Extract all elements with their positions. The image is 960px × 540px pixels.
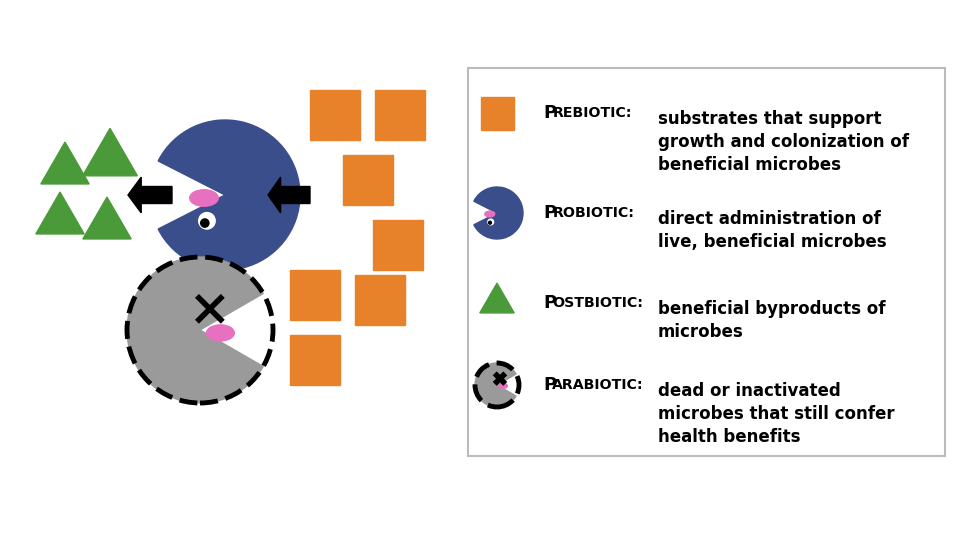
Bar <box>290 270 340 320</box>
Ellipse shape <box>499 383 507 388</box>
Circle shape <box>488 219 493 225</box>
Bar <box>373 220 423 270</box>
Text: direct administration of
live, beneficial microbes: direct administration of live, beneficia… <box>658 210 887 251</box>
Text: P: P <box>543 294 556 312</box>
Bar <box>310 90 360 140</box>
FancyBboxPatch shape <box>468 68 945 456</box>
Text: P: P <box>543 376 556 394</box>
FancyArrow shape <box>268 177 310 213</box>
Ellipse shape <box>190 190 218 206</box>
Wedge shape <box>474 187 523 239</box>
Wedge shape <box>475 363 516 407</box>
Bar <box>355 275 405 325</box>
Text: OSTBIOTIC:: OSTBIOTIC: <box>552 296 643 310</box>
Text: ROBIOTIC:: ROBIOTIC: <box>552 206 635 220</box>
Text: REBIOTIC:: REBIOTIC: <box>552 106 632 120</box>
Bar <box>290 335 340 385</box>
Text: P: P <box>543 204 556 222</box>
Bar <box>481 97 514 130</box>
Text: beneficial byproducts of
microbes: beneficial byproducts of microbes <box>658 300 885 341</box>
Wedge shape <box>127 257 263 403</box>
Text: substrates that support
growth and colonization of
beneficial microbes: substrates that support growth and colon… <box>658 110 909 174</box>
Bar <box>343 155 393 205</box>
Text: P: P <box>543 104 556 122</box>
Circle shape <box>199 213 215 229</box>
Circle shape <box>201 219 209 227</box>
Bar <box>375 90 425 140</box>
Text: ARABIOTIC:: ARABIOTIC: <box>552 378 644 392</box>
Ellipse shape <box>206 325 234 341</box>
FancyArrow shape <box>128 177 172 213</box>
Wedge shape <box>158 120 300 270</box>
Ellipse shape <box>485 211 494 217</box>
Text: dead or inactivated
microbes that still confer
health benefits: dead or inactivated microbes that still … <box>658 382 895 446</box>
Circle shape <box>489 221 492 224</box>
